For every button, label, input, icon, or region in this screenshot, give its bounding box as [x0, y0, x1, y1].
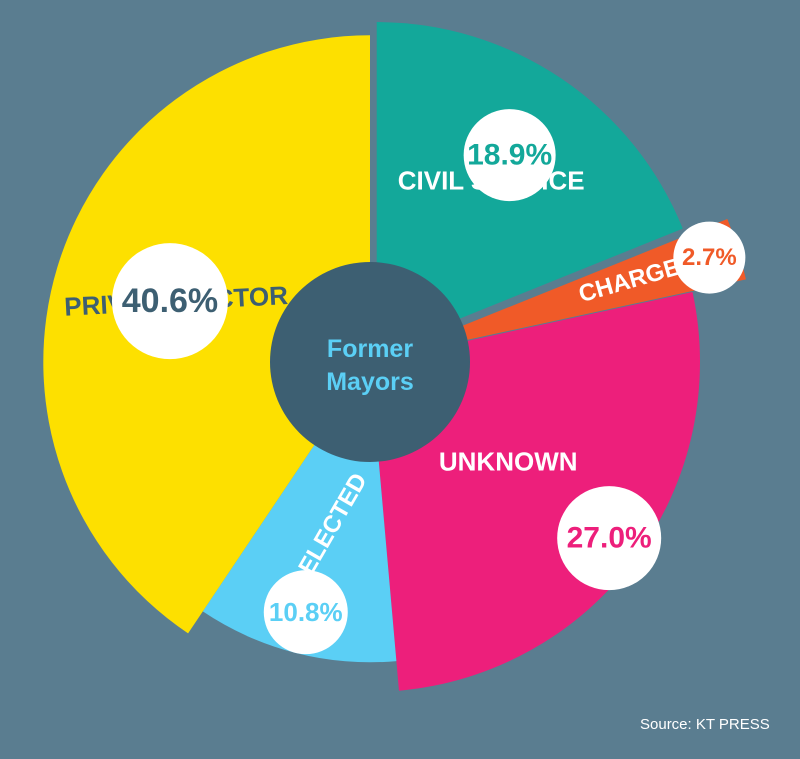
center-label-line1: Former: [327, 335, 413, 363]
value-label-civil-service: 18.9%: [467, 139, 552, 172]
center-hub: Former Mayors: [270, 262, 470, 462]
value-bubble-civil-service: [463, 109, 556, 202]
source-note: Source: KT PRESS: [640, 716, 770, 733]
center-circle: [270, 262, 470, 462]
value-label-re-elected: 10.8%: [269, 597, 343, 627]
value-bubble-private-sector: [111, 243, 228, 360]
value-label-charged: 2.7%: [682, 244, 737, 271]
center-label-line2: Mayors: [326, 368, 414, 396]
value-bubble-re-elected: [263, 570, 348, 655]
value-label-unknown: 27.0%: [567, 522, 652, 555]
slice-charged: [381, 219, 746, 359]
value-bubble-charged: [673, 221, 746, 294]
value-label-private-sector: 40.6%: [122, 282, 218, 320]
slice-label-unknown: UNKNOWN: [439, 447, 578, 477]
value-bubble-unknown: [557, 486, 662, 591]
